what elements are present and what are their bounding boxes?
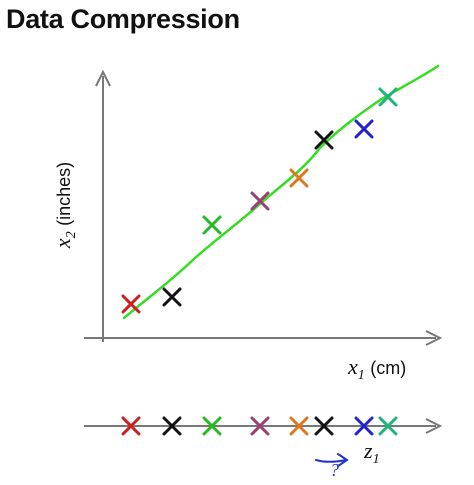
projected-marker bbox=[202, 416, 222, 436]
projected-marker bbox=[289, 416, 309, 436]
point-marker bbox=[162, 287, 182, 307]
point-marker bbox=[250, 191, 270, 211]
projected-marker bbox=[378, 416, 398, 436]
page-title: Data Compression bbox=[6, 4, 240, 34]
x-axis-label: x1 (cm) bbox=[347, 354, 406, 383]
point-marker bbox=[121, 294, 141, 314]
projected-marker bbox=[314, 416, 334, 436]
point-marker bbox=[289, 168, 309, 188]
y-axis-label: x2 (inches) bbox=[50, 162, 79, 249]
question-mark: ? bbox=[330, 460, 339, 480]
point-marker bbox=[378, 87, 398, 107]
plot-axes bbox=[84, 69, 443, 346]
point-marker bbox=[314, 130, 334, 150]
projected-marker bbox=[162, 416, 182, 436]
annotation-arrow bbox=[315, 453, 349, 467]
projection-axis-arrow bbox=[425, 418, 443, 434]
projected-marker bbox=[354, 416, 374, 436]
point-marker bbox=[354, 119, 374, 139]
point-marker bbox=[202, 215, 222, 235]
x-axis-arrow bbox=[425, 330, 443, 346]
projected-marker bbox=[121, 416, 141, 436]
projection-label: z1 bbox=[363, 438, 380, 467]
projected-points bbox=[121, 416, 398, 436]
fit-line bbox=[122, 64, 440, 320]
y-axis-arrow bbox=[95, 69, 111, 87]
projected-marker bbox=[250, 416, 270, 436]
plot-points bbox=[121, 87, 398, 314]
